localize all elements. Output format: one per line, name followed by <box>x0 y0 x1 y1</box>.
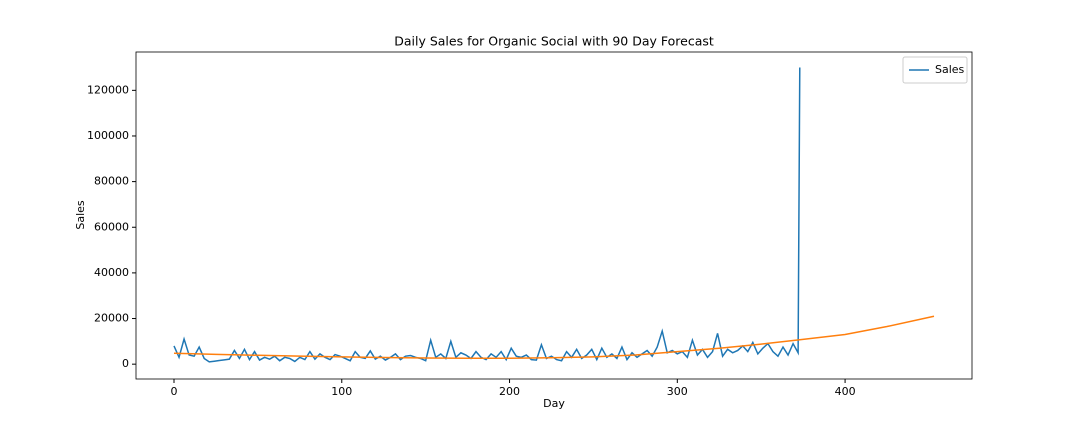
x-axis-label: Day <box>543 397 565 410</box>
plot-frame <box>135 51 973 380</box>
x-tick-label: 100 <box>331 385 352 398</box>
chart-title: Daily Sales for Organic Social with 90 D… <box>394 34 714 49</box>
y-tick-label: 120000 <box>87 83 129 96</box>
legend-label: Sales <box>935 63 965 76</box>
x-tick-label: 300 <box>667 385 688 398</box>
x-tick-label: 200 <box>499 385 520 398</box>
y-tick-label: 60000 <box>94 220 129 233</box>
x-tick-label: 400 <box>835 385 856 398</box>
y-axis-label: Sales <box>74 200 87 230</box>
y-tick-label: 40000 <box>94 266 129 279</box>
series-line <box>173 315 935 359</box>
series-line <box>173 67 801 363</box>
y-tick-label: 80000 <box>94 175 129 188</box>
y-tick-label: 0 <box>122 357 129 370</box>
x-tick-label: 0 <box>171 385 178 398</box>
legend-box <box>902 56 968 84</box>
y-tick-label: 20000 <box>94 312 129 325</box>
y-tick-label: 100000 <box>87 129 129 142</box>
